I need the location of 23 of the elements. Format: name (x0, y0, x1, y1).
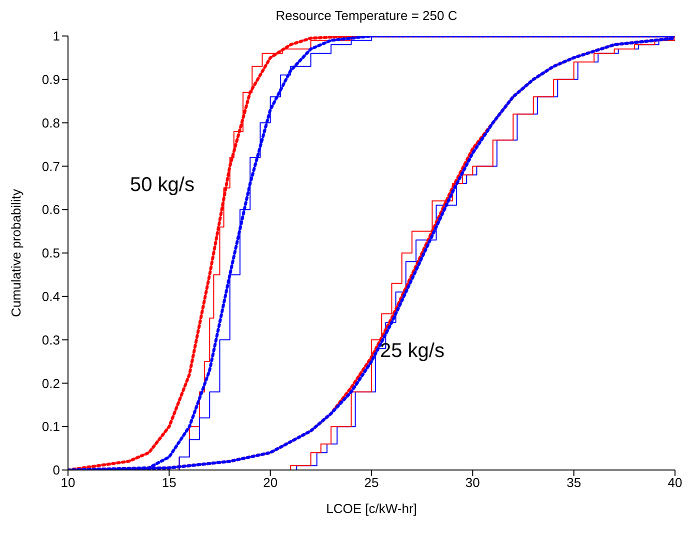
y-axis-title: Cumulative probability (8, 188, 24, 317)
annotation: 25 kg/s (380, 340, 444, 363)
x-tick-label: 20 (263, 475, 278, 490)
y-tick-label: 0.4 (42, 289, 60, 304)
y-tick-label: 0.1 (42, 419, 60, 434)
x-tick-label: 25 (364, 475, 379, 490)
y-tick-label: 0.2 (42, 376, 60, 391)
x-tick-label: 15 (162, 475, 176, 490)
y-tick-label: 0.8 (42, 115, 60, 130)
x-tick-label: 10 (60, 475, 76, 490)
y-tick-label: 0.5 (42, 246, 60, 261)
y-tick-label: 0.6 (42, 202, 60, 218)
x-tick-label: 40 (668, 475, 682, 490)
annotation: 50 kg/s (130, 174, 194, 197)
y-tick-label: 0.9 (42, 72, 60, 88)
y-tick-label: 0.7 (42, 158, 60, 174)
x-axis-title: LCOE [c/kW-hr] (326, 501, 417, 516)
x-tick-label: 30 (465, 475, 480, 490)
y-tick-label: 1 (52, 28, 60, 44)
y-tick-label: 0 (52, 462, 60, 478)
y-tick-label: 0.3 (42, 332, 60, 348)
x-tick-label: 35 (566, 475, 582, 490)
chart-title: Resource Temperature = 250 C (274, 8, 458, 25)
